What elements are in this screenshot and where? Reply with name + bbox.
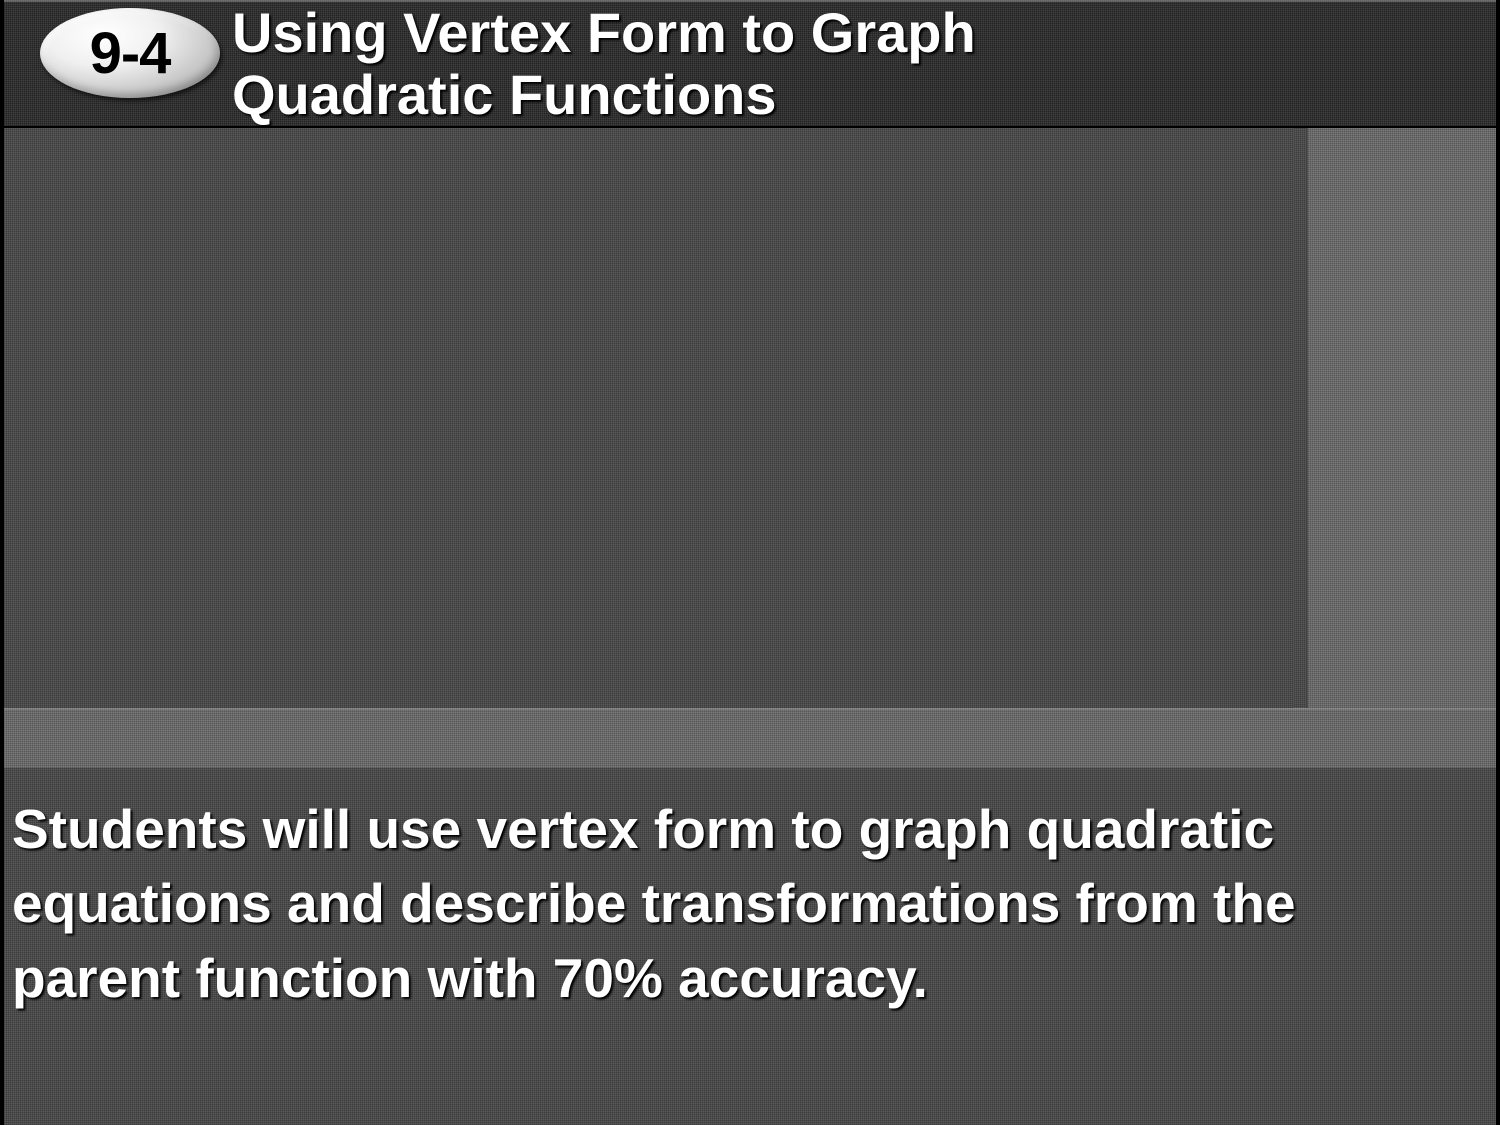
title-line-1: Using Vertex Form to Graph xyxy=(232,1,976,64)
objective-text: Students will use vertex form to graph q… xyxy=(12,792,1472,1015)
divider-band xyxy=(4,708,1496,768)
lesson-title: Using Vertex Form to Graph Quadratic Fun… xyxy=(232,0,1472,125)
title-line-2: Quadratic Functions xyxy=(232,63,777,126)
sidebar-panel xyxy=(1306,128,1496,708)
slide: 9-4 Using Vertex Form to Graph Quadratic… xyxy=(0,0,1500,1125)
lesson-number: 9-4 xyxy=(90,20,171,87)
lesson-badge: 9-4 xyxy=(40,8,220,98)
content-area xyxy=(4,128,1294,708)
